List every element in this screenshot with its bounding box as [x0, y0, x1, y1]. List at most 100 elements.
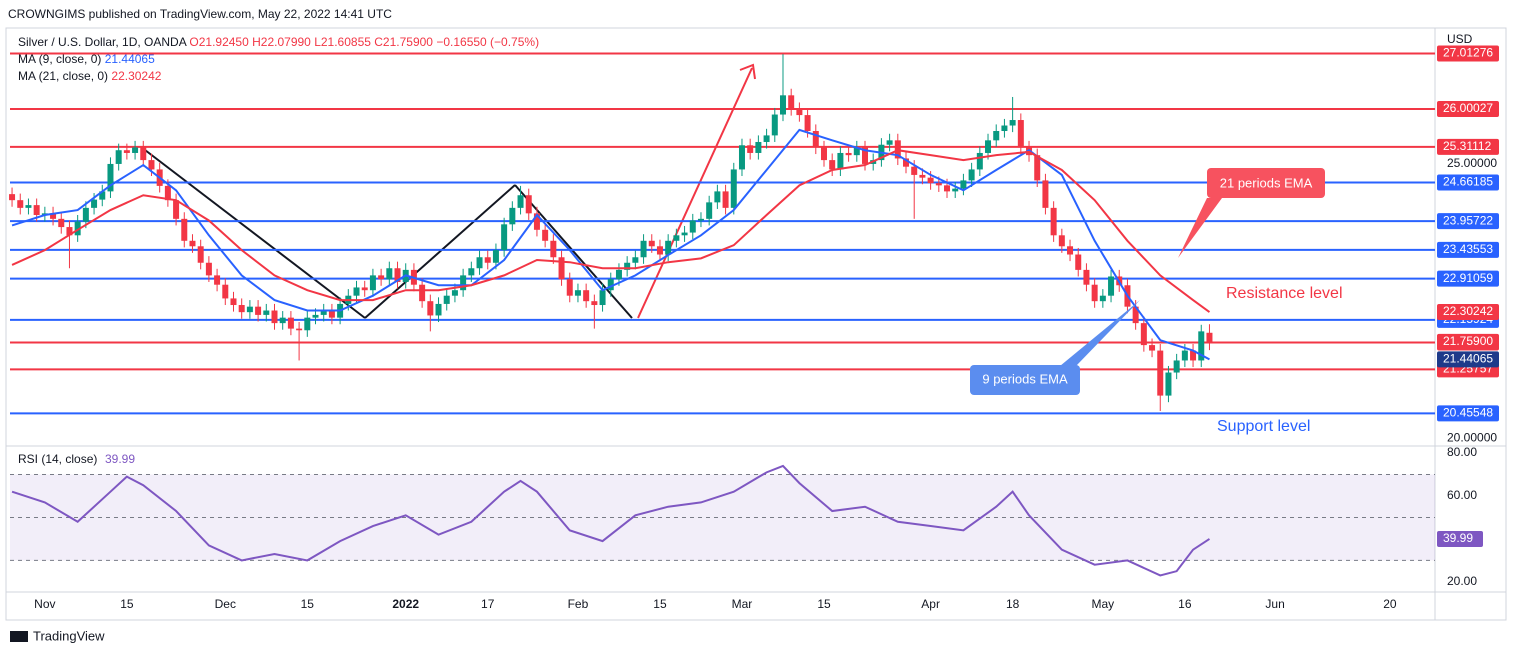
candle-body: [492, 250, 499, 263]
x-tick-label: Jun: [1265, 597, 1284, 611]
ma-marker-label: 21.44065: [1443, 352, 1493, 366]
ohlc-low: L21.60855: [314, 35, 371, 49]
frame-border: [5, 27, 1507, 621]
x-tick-label: 15: [120, 597, 134, 611]
candle-body: [1165, 372, 1172, 396]
candle-body: [214, 275, 221, 285]
candle-body: [509, 207, 516, 225]
logo: [10, 631, 28, 642]
y-tick-label: 25.00000: [1447, 156, 1497, 170]
level-label: 25.31112: [1443, 139, 1492, 153]
candle-body: [747, 145, 754, 153]
candle-body: [558, 257, 565, 280]
callout-text: 9 periods EMA: [982, 371, 1068, 386]
candle-body: [361, 287, 368, 291]
candle-body: [714, 191, 721, 203]
rsi-legend-value: 39.99: [105, 452, 135, 466]
x-tick-label: 15: [653, 597, 667, 611]
x-tick-label: 17: [481, 597, 495, 611]
y-tick-label: 20.00000: [1447, 431, 1497, 445]
x-tick-label: May: [1092, 597, 1115, 611]
candle-body: [927, 177, 934, 184]
candle-body: [25, 205, 32, 208]
ma21-legend: MA (21, close, 0) 22.30242: [18, 69, 161, 83]
candle-body: [50, 213, 57, 219]
rsi-tick-label: 60.00: [1447, 488, 1477, 502]
candle-body: [1017, 120, 1024, 148]
candle-body: [779, 95, 786, 115]
candle-body: [1198, 331, 1205, 361]
candle-body: [1157, 350, 1164, 396]
candle-body: [33, 205, 40, 215]
candle-body: [1108, 276, 1115, 296]
candle-body: [263, 310, 270, 315]
candle-body: [1042, 180, 1049, 208]
candle-body: [1190, 350, 1197, 361]
candle-body: [91, 199, 98, 208]
ma-marker-box: [1437, 304, 1499, 321]
candle-body: [255, 306, 262, 315]
ohlc-open: O21.92450: [189, 35, 249, 49]
candle-body: [66, 227, 73, 236]
candle-body: [1001, 125, 1008, 132]
candle-body: [517, 195, 524, 208]
callout-pointer: [1060, 300, 1140, 366]
candle-body: [640, 240, 647, 258]
candle-body: [804, 115, 811, 132]
candle-body: [542, 229, 549, 241]
rsi-tick-label: 80.00: [1447, 445, 1477, 459]
candle-body: [271, 310, 278, 324]
support-label: Support level: [1217, 418, 1310, 435]
plot: Nov 15 Dec 15 2022 17 Feb 15 Mar 15 Apr 18 May 16 Jun 2…: [9, 45, 1499, 611]
candle-body: [919, 174, 926, 178]
candle-body: [222, 284, 229, 299]
candle-body: [566, 279, 573, 296]
candle-body: [1099, 295, 1106, 302]
level-label: 23.43553: [1443, 242, 1493, 256]
candle-body: [615, 269, 622, 280]
level-label-box: [1437, 138, 1499, 155]
candle-body: [353, 287, 360, 296]
candle-body: [738, 145, 745, 170]
level-label-box: [1437, 101, 1499, 118]
candle-body: [976, 152, 983, 170]
price-marker-label: 21.75900: [1443, 334, 1493, 348]
trend-line: [144, 149, 366, 319]
candle-body: [115, 150, 122, 164]
level-label-box: [1437, 405, 1499, 422]
ma-marker-label: 22.30242: [1443, 304, 1493, 318]
candle-body: [304, 317, 311, 331]
candle-body: [673, 235, 680, 241]
annotations: 21 periods EMA 9 periods EMA Resistance …: [970, 168, 1343, 435]
candle-body: [583, 290, 590, 302]
candle-body: [451, 290, 458, 296]
candle-body: [369, 275, 376, 291]
candle-body: [1149, 345, 1156, 351]
callout-box: [970, 365, 1080, 395]
trend-line: [514, 184, 633, 319]
legend-value: 22.30242: [111, 69, 162, 83]
candle-body: [238, 305, 245, 313]
candle-body: [1181, 350, 1188, 361]
candle-body: [296, 328, 303, 331]
candle-body: [230, 298, 237, 306]
candle-body: [189, 240, 196, 247]
rsi-marker-box: [1437, 530, 1483, 547]
x-tick-label: Nov: [34, 597, 55, 611]
legend-name: MA (9, close, 0): [18, 52, 102, 66]
candle-body: [599, 290, 606, 306]
candle-body: [58, 218, 65, 228]
ohlc-change: −0.16550 (−0.75%): [436, 35, 540, 49]
x-tick-label: 15: [301, 597, 315, 611]
symbol-legend: Silver / U.S. Dollar, 1D, OANDA O21.9245…: [18, 35, 539, 49]
ohlc-high: H22.07990: [252, 35, 311, 49]
candle-body: [525, 195, 532, 214]
candle-body: [99, 191, 106, 200]
candle-body: [533, 213, 540, 230]
x-tick-label: 16: [1178, 597, 1192, 611]
candle-body: [681, 232, 688, 236]
level-label: 27.01276: [1443, 46, 1493, 60]
candle-body: [181, 218, 188, 241]
candle-body: [911, 166, 918, 175]
